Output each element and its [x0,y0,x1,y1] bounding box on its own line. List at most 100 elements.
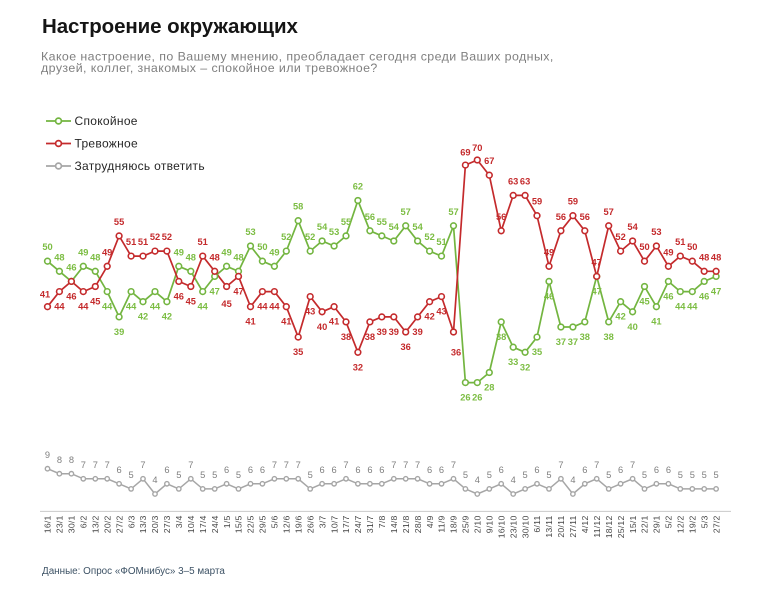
svg-text:46: 46 [663,291,673,301]
svg-text:48: 48 [699,252,709,262]
svg-text:49: 49 [174,247,184,257]
svg-text:6: 6 [439,465,444,475]
svg-text:42: 42 [162,312,172,322]
svg-text:43: 43 [436,307,446,317]
svg-text:26/6: 26/6 [305,516,315,534]
svg-text:59: 59 [568,197,578,207]
svg-text:6: 6 [117,465,122,475]
svg-text:4: 4 [511,475,516,485]
svg-text:39: 39 [114,327,124,337]
svg-text:20/3: 20/3 [150,516,160,534]
svg-text:11/12: 11/12 [592,516,602,538]
svg-text:4/12: 4/12 [580,516,590,534]
svg-text:48: 48 [233,252,243,262]
svg-text:Спокойное: Спокойное [75,114,138,128]
svg-text:54: 54 [627,222,638,232]
svg-text:48: 48 [711,252,721,262]
svg-text:52: 52 [150,232,160,242]
svg-text:6: 6 [367,465,372,475]
svg-text:56: 56 [580,212,590,222]
svg-text:6: 6 [320,465,325,475]
svg-text:5: 5 [678,470,683,480]
svg-text:44: 44 [687,302,698,312]
svg-text:Данные: Опрос «ФОМнибус» 3–5 м: Данные: Опрос «ФОМнибус» 3–5 марта [42,566,225,577]
svg-text:50: 50 [639,242,649,252]
svg-text:6: 6 [666,465,671,475]
svg-text:51: 51 [436,237,446,247]
svg-text:57: 57 [401,207,411,217]
svg-text:5/6: 5/6 [270,516,280,529]
svg-text:7: 7 [451,460,456,470]
svg-text:50: 50 [687,242,697,252]
svg-text:4: 4 [570,475,575,485]
svg-text:36: 36 [401,342,411,352]
svg-text:42: 42 [424,312,434,322]
svg-text:49: 49 [663,247,673,257]
svg-text:7: 7 [272,460,277,470]
svg-text:40: 40 [317,322,327,332]
svg-text:69: 69 [460,148,470,158]
svg-text:21/8: 21/8 [401,516,411,534]
svg-text:42: 42 [138,312,148,322]
svg-text:56: 56 [365,212,375,222]
svg-text:26: 26 [460,393,470,403]
svg-text:42: 42 [615,312,625,322]
svg-text:41: 41 [281,317,291,327]
svg-text:50: 50 [42,242,52,252]
svg-text:37: 37 [568,337,578,347]
svg-text:друзей, коллег, знакомых – спо: друзей, коллег, знакомых – спокойное или… [41,61,378,75]
svg-text:67: 67 [484,156,494,166]
svg-text:63: 63 [520,176,530,186]
svg-text:45: 45 [186,297,196,307]
svg-text:29/1: 29/1 [652,516,662,534]
svg-text:9: 9 [45,450,50,460]
svg-text:26: 26 [472,393,482,403]
svg-text:14/8: 14/8 [389,516,399,534]
svg-text:40: 40 [627,322,637,332]
svg-text:63: 63 [508,176,518,186]
svg-text:39: 39 [412,327,422,337]
svg-text:38: 38 [496,332,506,342]
svg-text:10/4: 10/4 [186,516,196,534]
svg-text:49: 49 [544,247,554,257]
svg-text:7: 7 [296,460,301,470]
svg-text:46: 46 [66,291,76,301]
svg-text:46: 46 [174,291,184,301]
svg-text:62: 62 [353,182,363,192]
svg-text:46: 46 [699,291,709,301]
svg-text:47: 47 [233,286,243,296]
svg-text:44: 44 [54,302,65,312]
svg-text:41: 41 [651,317,661,327]
svg-text:13/11: 13/11 [544,516,554,538]
svg-text:51: 51 [675,237,685,247]
svg-text:6: 6 [248,465,253,475]
svg-text:47: 47 [592,257,602,267]
svg-text:32: 32 [353,362,363,372]
svg-text:44: 44 [78,302,89,312]
svg-text:50: 50 [257,242,267,252]
svg-text:28: 28 [484,383,494,393]
svg-text:48: 48 [54,252,64,262]
svg-text:16/1: 16/1 [43,516,53,534]
svg-text:5: 5 [690,470,695,480]
svg-text:32: 32 [520,362,530,372]
svg-text:52: 52 [162,232,172,242]
svg-text:12/6: 12/6 [282,516,292,534]
svg-text:4: 4 [152,475,157,485]
svg-text:12/2: 12/2 [676,516,686,534]
svg-text:47: 47 [711,286,721,296]
svg-text:45: 45 [639,297,649,307]
svg-text:5: 5 [546,470,551,480]
svg-text:5: 5 [702,470,707,480]
svg-text:19/6: 19/6 [293,516,303,534]
svg-text:37: 37 [556,337,566,347]
svg-text:15/5: 15/5 [234,516,244,534]
svg-text:25/12: 25/12 [616,516,626,539]
svg-text:45: 45 [221,299,231,309]
svg-text:6: 6 [582,465,587,475]
svg-text:44: 44 [102,302,113,312]
svg-text:7: 7 [343,460,348,470]
svg-text:20/2: 20/2 [102,516,112,534]
svg-text:27/2: 27/2 [114,516,124,534]
svg-text:6/2: 6/2 [79,516,89,529]
